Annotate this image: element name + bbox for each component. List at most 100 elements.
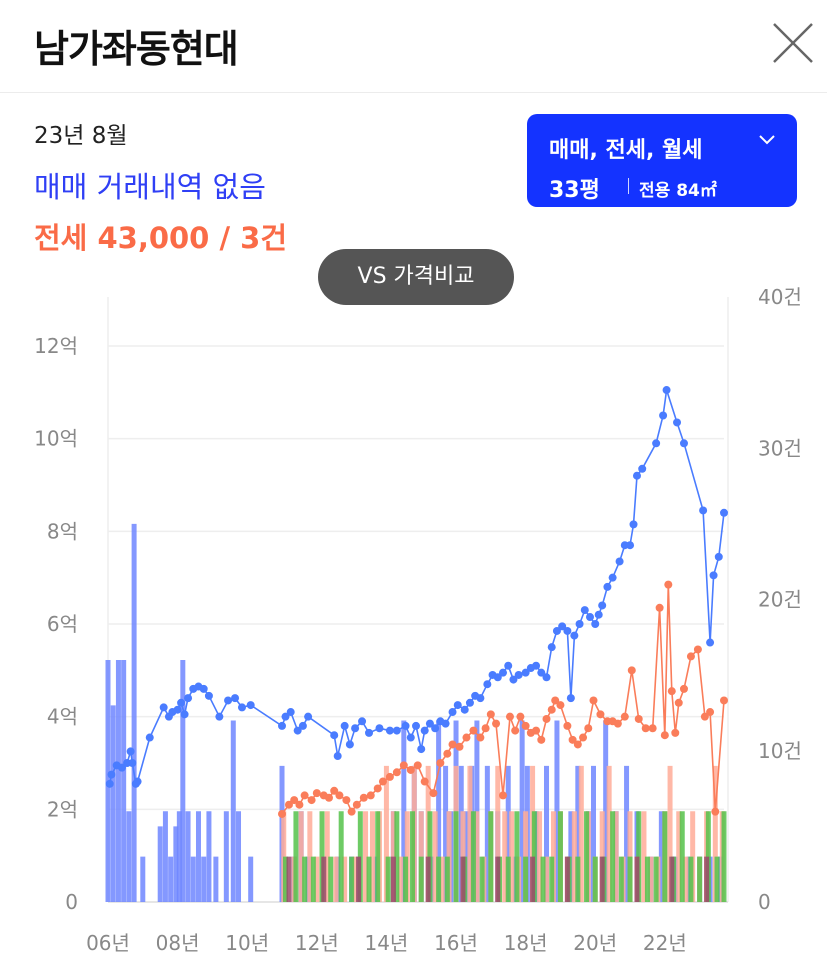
volume-bar: [495, 765, 501, 902]
sale-point: [714, 552, 723, 561]
sale-point: [608, 573, 617, 582]
volume-bar: [460, 856, 466, 902]
jeonse-point: [284, 800, 293, 809]
jeonse-point: [706, 708, 715, 717]
x-tick-label: 14년: [364, 931, 408, 955]
jeonse-point: [492, 719, 501, 728]
right-tick-label: 20건: [758, 588, 802, 612]
volume-bar: [410, 811, 416, 902]
jeonse-point: [700, 712, 709, 721]
jeonse-point: [579, 733, 588, 742]
volume-bar: [443, 765, 449, 902]
jeonse-point: [556, 701, 565, 710]
volume-bar: [321, 856, 327, 902]
volume-bar: [121, 660, 127, 902]
sale-point: [594, 610, 603, 619]
volume-bar: [540, 856, 546, 902]
deal-type-filter-button[interactable]: 매매, 전세, 월세 33평 전용 84㎡: [527, 114, 797, 207]
volume-bar: [168, 856, 174, 902]
volume-bar: [571, 811, 577, 902]
jeonse-point: [711, 807, 720, 816]
sale-point: [431, 724, 440, 733]
size-label: 33평: [549, 178, 600, 203]
jeonse-point: [674, 698, 683, 707]
jeonse-point: [330, 786, 339, 795]
sale-point: [215, 712, 224, 721]
volume-bar: [223, 811, 229, 902]
jeonse-point: [385, 772, 394, 781]
volume-bar: [644, 856, 650, 902]
sale-point: [476, 694, 485, 703]
volume-bar: [554, 720, 560, 902]
jeonse-point: [352, 800, 361, 809]
jeonse-point: [307, 796, 316, 805]
volume-bar: [714, 856, 720, 902]
jeonse-point: [516, 712, 525, 721]
jeonse-point: [436, 759, 445, 767]
x-tick-label: 16년: [434, 931, 478, 955]
volume-bar: [488, 811, 494, 902]
sale-point: [448, 708, 457, 717]
jeonse-point: [551, 696, 560, 705]
sale-point: [662, 386, 671, 395]
volume-bar: [721, 811, 727, 902]
jeonse-point: [290, 796, 299, 805]
sale-point: [286, 708, 295, 717]
sale-point: [547, 643, 556, 652]
jeonse-point: [378, 777, 387, 786]
volume-bar: [444, 856, 450, 902]
jeonse-price-line: [281, 584, 725, 815]
sale-point: [330, 731, 339, 740]
jeonse-point: [300, 791, 309, 800]
volume-bar: [397, 856, 403, 902]
sale-point: [679, 439, 688, 448]
volume-bar: [453, 811, 459, 902]
volume-bar: [613, 811, 619, 902]
volume-bar: [502, 811, 508, 902]
volume-bar: [509, 811, 515, 902]
sale-point: [570, 631, 579, 640]
sale-point: [706, 638, 715, 647]
sale-point: [105, 779, 114, 788]
volume-bar: [131, 523, 137, 902]
sale-point: [392, 726, 401, 735]
jeonse-point: [648, 724, 657, 733]
jeonse-point: [671, 728, 680, 737]
sale-point: [281, 712, 290, 721]
jeonse-point: [455, 742, 464, 751]
jeonse-point: [532, 726, 541, 735]
volume-bar: [352, 856, 358, 902]
volume-bar: [176, 811, 182, 902]
sale-point: [180, 710, 189, 719]
volume-bar: [298, 811, 304, 902]
volume-bar: [537, 811, 543, 902]
volume-bar: [310, 856, 316, 902]
chevron-down-icon: [759, 135, 775, 145]
volume-bar: [115, 660, 121, 902]
sale-point: [659, 411, 668, 420]
sale-point: [177, 698, 186, 707]
vs-compare-button[interactable]: VS 가격비교: [318, 249, 514, 305]
sale-point: [566, 694, 575, 703]
jeonse-point: [324, 793, 333, 802]
volume-bar: [195, 811, 201, 902]
jeonse-point: [406, 765, 415, 774]
jeonse-point: [359, 793, 368, 802]
volume-bar: [467, 765, 473, 902]
sale-point: [385, 726, 394, 735]
jeonse-point: [693, 645, 702, 654]
price-chart: 0 2억 4억 6억 8억 10억 12억 0 10건 20건 30건 40건 06년 08년 10년 12년…: [34, 285, 802, 955]
volume-bar: [314, 856, 320, 902]
volume-bar: [505, 765, 511, 902]
jeonse-point: [499, 791, 508, 800]
volume-bar: [549, 856, 555, 902]
volume-bar: [575, 765, 581, 902]
x-tick-label: 20년: [573, 931, 617, 955]
jeonse-point: [584, 724, 593, 733]
sale-point: [365, 728, 374, 737]
close-button[interactable]: [768, 18, 818, 68]
page-title: 남가좌동현대: [34, 27, 239, 71]
jeonse-point: [366, 791, 375, 800]
volume-bar: [385, 856, 391, 902]
sale-point: [575, 620, 584, 628]
